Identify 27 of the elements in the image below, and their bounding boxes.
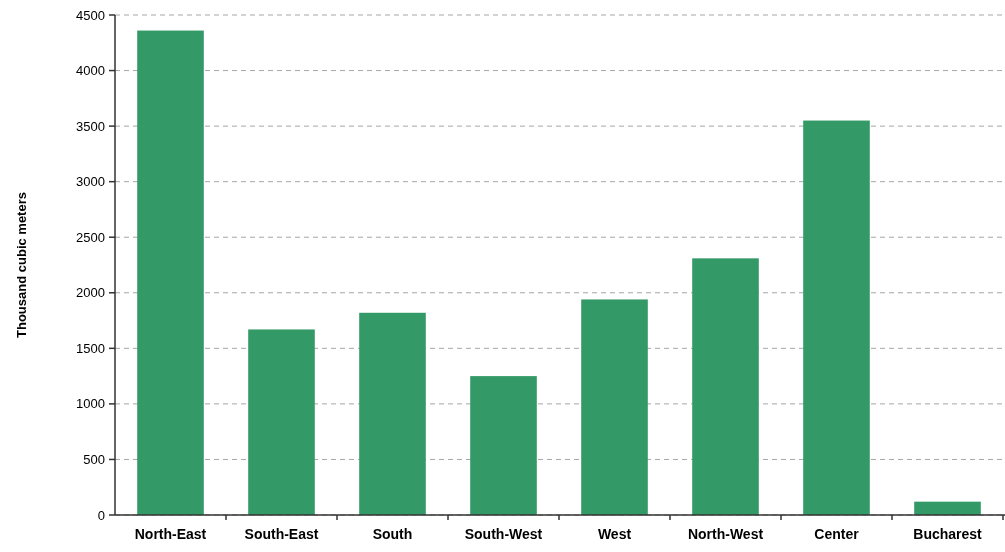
y-tick-label: 3500 <box>76 118 105 134</box>
y-tick-label: 1000 <box>76 396 105 412</box>
x-tick-label: North-West <box>687 526 764 542</box>
x-tick-label: West <box>597 526 632 542</box>
x-tick-label: South <box>372 526 413 542</box>
y-tick-label: 2500 <box>76 229 105 245</box>
x-tick-label: South-East <box>244 526 319 542</box>
x-tick-label: Bucharest <box>913 526 983 542</box>
y-axis-title: Thousand cubic meters <box>14 192 29 338</box>
bar <box>581 299 648 515</box>
bar <box>692 258 759 515</box>
y-tick-label: 3000 <box>76 174 105 190</box>
x-tick-label: Center <box>814 526 860 542</box>
bar <box>248 329 315 515</box>
y-tick-label: 2000 <box>76 285 105 301</box>
y-tick-label: 1500 <box>76 340 105 356</box>
bar <box>470 376 537 515</box>
x-tick-label: South-West <box>464 526 543 542</box>
y-tick-label: 4500 <box>76 7 105 23</box>
y-tick-label: 500 <box>83 451 105 467</box>
x-tick-label: North-East <box>134 526 207 542</box>
y-tick-label: 0 <box>97 507 105 523</box>
y-tick-label: 4000 <box>76 63 105 79</box>
bar <box>803 120 870 515</box>
bar <box>137 30 204 515</box>
bar <box>359 312 426 515</box>
bar <box>914 501 981 515</box>
